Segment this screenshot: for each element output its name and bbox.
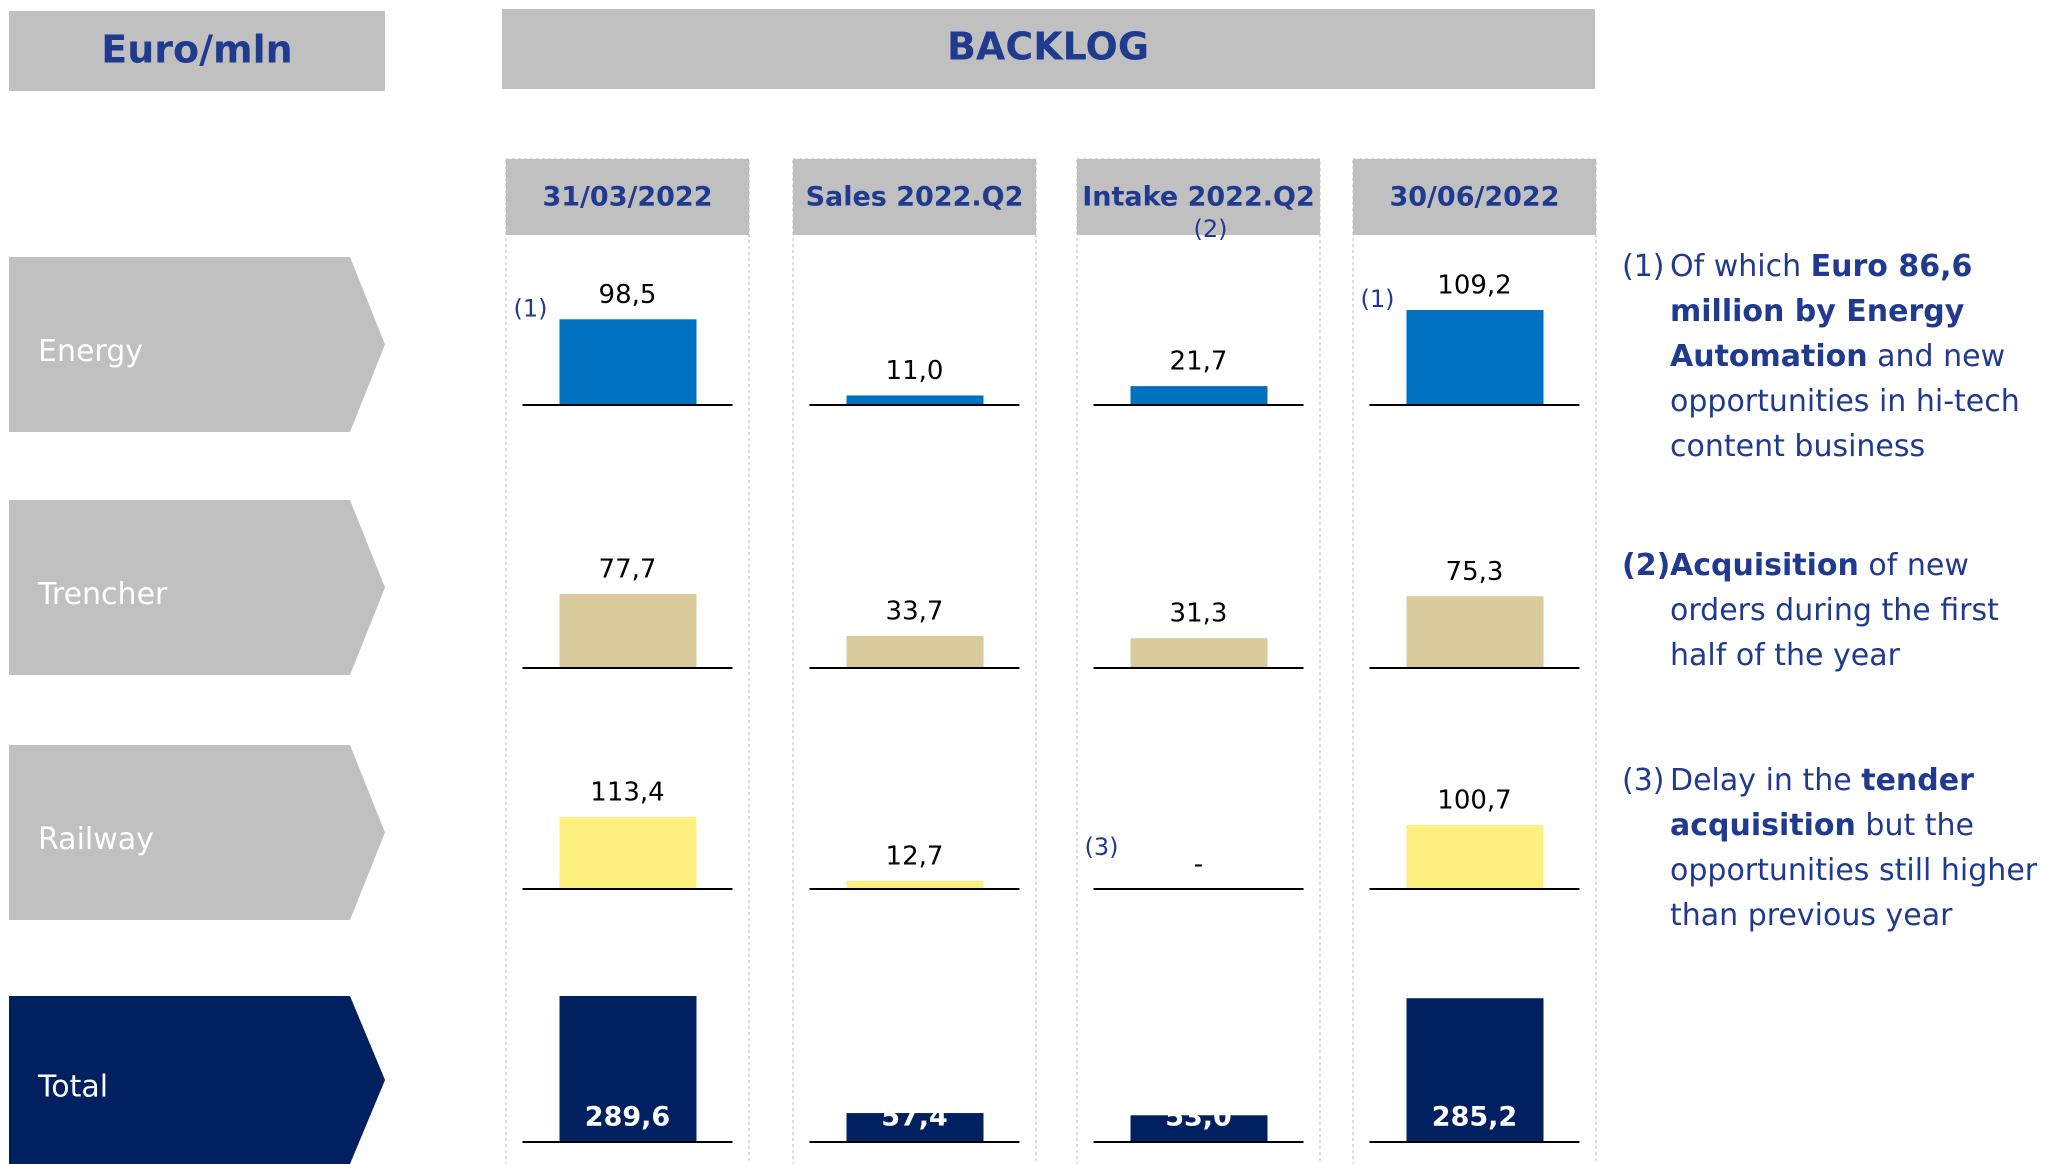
value-label: 100,7	[1437, 786, 1511, 816]
unit-box	[9, 11, 385, 91]
value-label: 113,4	[590, 778, 664, 808]
row-label-box	[9, 996, 385, 1164]
row-label: Energy	[38, 334, 143, 369]
value-label: 75,3	[1446, 557, 1504, 587]
bar	[559, 319, 697, 405]
note-marker: (1)	[1622, 249, 1665, 284]
row-label-box	[9, 500, 385, 675]
chart-title: BACKLOG	[947, 25, 1149, 69]
header-note: (2)	[1194, 215, 1228, 243]
footnote-marker: (1)	[1361, 285, 1395, 313]
row-label: Trencher	[37, 577, 168, 612]
column-header	[1353, 159, 1596, 235]
bar	[846, 880, 984, 889]
bar	[559, 817, 697, 889]
bar	[1406, 310, 1544, 405]
note-text: Euro 86,6 million by Energy Automation	[1670, 249, 1973, 374]
row-label-box	[9, 257, 385, 432]
value-label: 21,7	[1170, 347, 1228, 377]
bar	[1130, 386, 1268, 405]
column-header	[793, 159, 1036, 235]
note-marker: (3)	[1622, 763, 1665, 798]
value-label: 98,5	[599, 280, 657, 310]
note-text: Acquisition	[1670, 548, 1859, 583]
value-label: 57,4	[881, 1102, 948, 1133]
value-label: 285,2	[1432, 1102, 1517, 1133]
row-label: Railway	[38, 822, 154, 857]
unit-label: Euro/mln	[101, 28, 292, 72]
bar	[1406, 998, 1544, 1142]
note-text: of new orders during the first half of t…	[1670, 548, 1999, 673]
column-header-label: 31/03/2022	[542, 182, 712, 213]
bar	[1406, 596, 1544, 668]
column-header-label: Sales 2022.Q2	[806, 182, 1024, 213]
value-label: 31,3	[1170, 599, 1228, 629]
footnote-marker: (1)	[514, 294, 548, 322]
note-marker: (2)	[1622, 548, 1671, 583]
note: (2) Acquisition of new orders during the …	[1622, 543, 2042, 678]
bar	[1406, 825, 1544, 889]
note: (1) Of which Euro 86,6 million by Energy …	[1622, 244, 2042, 469]
value-label: 12,7	[886, 841, 944, 871]
bar	[559, 996, 697, 1142]
value-label: 77,7	[599, 555, 657, 585]
row-label-box	[9, 745, 385, 920]
footnote-marker: (3)	[1085, 833, 1119, 861]
note: (3) Delay in the tender acquisition but t…	[1622, 758, 2042, 938]
value-label: -	[1194, 850, 1203, 880]
bar	[846, 1113, 984, 1142]
value-label: 11,0	[886, 356, 944, 386]
note-text: Delay in the	[1670, 763, 1862, 798]
bar	[1130, 638, 1268, 668]
note-text: tender acquisition	[1670, 763, 1974, 843]
column-header-label: 30/06/2022	[1389, 182, 1559, 213]
column-header	[1077, 159, 1320, 235]
bar	[846, 395, 984, 405]
value-label: 33,7	[886, 596, 944, 626]
bar	[1130, 1115, 1268, 1142]
note-text: Of which	[1670, 249, 1811, 284]
column-header	[506, 159, 749, 235]
note-text: but the opportunities still higher than …	[1670, 808, 2038, 933]
column-header-label: Intake 2022.Q2	[1082, 182, 1314, 213]
bar	[559, 594, 697, 668]
bar	[846, 635, 984, 668]
value-label: 53,0	[1165, 1102, 1232, 1133]
title-box	[502, 9, 1595, 89]
row-label: Total	[37, 1070, 108, 1105]
value-label: 109,2	[1437, 271, 1511, 301]
note-text: and new opportunities in hi-tech content…	[1670, 339, 2020, 464]
value-label: 289,6	[585, 1102, 670, 1133]
